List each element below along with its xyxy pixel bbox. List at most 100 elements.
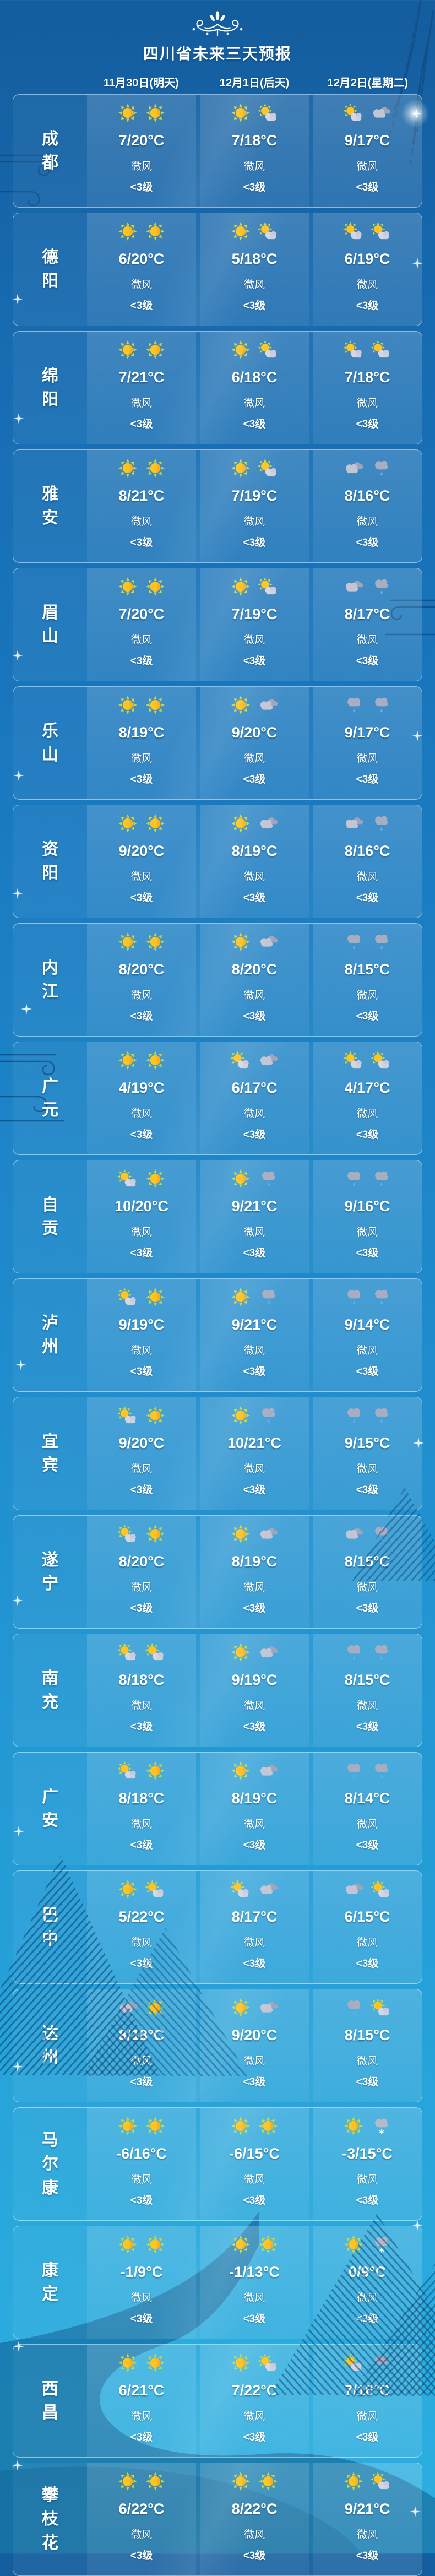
temperature-range: -6/16°C — [116, 2145, 167, 2162]
date-label: 11月30日(明天) — [103, 77, 179, 89]
city-forecast-cells: 5/22°C 微风 <3级 8/17°C 微风 <3级 6/15°C 微风 <3… — [87, 1871, 422, 1983]
sun-icon — [145, 1406, 166, 1425]
city-forecast-cells: 6/22°C 微风 <3级 8/22°C 微风 <3级 9/21°C 微风 <3… — [87, 2463, 422, 2575]
weather-icon-pair — [343, 457, 392, 479]
wind-level: <3级 — [356, 1958, 379, 1970]
forecast-cell: -6/15°C 微风 <3级 — [200, 2108, 309, 2220]
forecast-cell: 8/18°C 微风 <3级 — [87, 1753, 196, 1865]
weather-icon-pair — [343, 339, 392, 361]
city-name: 乐山 — [42, 722, 58, 764]
sun-icon — [230, 104, 251, 122]
overcast-clouds-icon — [343, 814, 364, 833]
weather-icon-pair — [117, 220, 166, 242]
forecast-cell: 6/15°C 微风 <3级 — [313, 1871, 422, 1983]
wind-label: 微风 — [130, 2529, 152, 2541]
temperature-range: 10/20°C — [115, 1198, 168, 1214]
temperature-range: 9/21°C — [344, 2501, 390, 2517]
sun-icon — [145, 932, 166, 951]
wind-label: 微风 — [356, 161, 378, 172]
wind-level: <3级 — [356, 2432, 379, 2443]
wind-label: 微风 — [243, 2056, 265, 2067]
wind-label: 微风 — [243, 1345, 265, 1357]
sun-icon — [230, 222, 251, 241]
sun-behind-cloud-icon — [258, 340, 279, 359]
sun-icon — [258, 2472, 279, 2491]
temperature-range: 8/19°C — [231, 1790, 278, 1807]
forecast-cell: 8/21°C 微风 <3级 — [87, 450, 196, 562]
forecast-cell: 9/20°C 微风 <3级 — [200, 687, 309, 799]
sun-icon — [117, 2472, 138, 2491]
city-name: 南充 — [42, 1669, 58, 1712]
sun-icon — [145, 1761, 166, 1780]
weather-icon-pair — [117, 1523, 166, 1545]
sun-icon — [117, 2353, 138, 2372]
wind-level: <3级 — [356, 1129, 379, 1141]
city-forecast-cells: 8/19°C 微风 <3级 9/20°C 微风 <3级 9/17°C 微风 <3… — [87, 687, 422, 799]
rain-cloud-icon — [371, 932, 392, 951]
forecast-cell: 8/17°C 微风 <3级 — [200, 1871, 309, 1983]
wind-level: <3级 — [243, 1840, 266, 1851]
wind-level: <3级 — [130, 1366, 153, 1378]
sun-icon — [117, 1880, 138, 1899]
sun-icon — [230, 2117, 251, 2135]
wind-level: <3级 — [243, 1484, 266, 1496]
forecast-cell: -6/16°C 微风 <3级 — [87, 2108, 196, 2220]
wind-level: <3级 — [243, 1958, 266, 1970]
sun-behind-cloud-icon — [145, 1643, 166, 1662]
weather-icon-pair — [343, 931, 392, 953]
wind-label: 微风 — [130, 1108, 152, 1120]
forecast-cell: 8/20°C 微风 <3级 — [200, 924, 309, 1036]
wind-label: 微风 — [130, 1227, 152, 1238]
weather-icon-pair — [230, 2352, 279, 2374]
forecast-cell: 9/17°C 微风 <3级 — [313, 687, 422, 799]
forecast-cell: 8/18°C 微风 <3级 — [87, 1634, 196, 1747]
weather-icon-pair — [343, 1168, 392, 1190]
wind-level: <3级 — [130, 182, 153, 193]
weather-icon-pair — [343, 1404, 392, 1427]
forecast-cell: -1/9°C 微风 <3级 — [87, 2226, 196, 2339]
weather-icon-pair — [343, 102, 392, 124]
temperature-range: 8/18°C — [118, 2027, 165, 2043]
weather-icon-pair — [343, 812, 392, 834]
city-name: 马尔康 — [42, 2130, 58, 2197]
wind-label: 微风 — [356, 1227, 378, 1238]
temperature-range: 6/15°C — [344, 1908, 390, 1925]
wind-label: 微风 — [243, 1108, 265, 1120]
forecast-cell: 9/19°C 微风 <3级 — [200, 1634, 309, 1747]
sun-icon — [145, 1169, 166, 1188]
wind-label: 微风 — [243, 1700, 265, 1712]
city-row: 乐山 8/19°C 微风 <3级 9/20°C 微风 <3级 9/17°C 微风… — [13, 686, 422, 800]
sun-icon — [230, 814, 251, 833]
forecast-cell: 9/19°C 微风 <3级 — [87, 1279, 196, 1391]
forecast-cell: 8/15°C 微风 <3级 — [313, 924, 422, 1036]
forecast-cell: 8/22°C 微风 <3级 — [200, 2463, 309, 2575]
weather-icon-pair — [343, 1049, 392, 1071]
wind-level: <3级 — [130, 2195, 153, 2206]
wind-label: 微风 — [243, 990, 265, 1001]
weather-icon-pair — [230, 1878, 279, 1900]
sun-behind-cloud-icon — [371, 1051, 392, 1070]
weather-icon-pair — [117, 102, 166, 124]
temperature-range: 9/21°C — [231, 1316, 278, 1333]
sun-behind-cloud-icon — [258, 222, 279, 241]
wind-label: 微风 — [356, 753, 378, 764]
rain-cloud-icon — [343, 1169, 364, 1188]
sun-icon — [145, 2235, 166, 2254]
temperature-range: 8/22°C — [231, 2501, 278, 2517]
weather-icon-pair — [117, 2470, 166, 2492]
wind-level: <3级 — [243, 2195, 266, 2206]
rain-cloud-icon — [371, 2353, 392, 2372]
overcast-clouds-icon — [258, 1051, 279, 1070]
wind-label: 微风 — [243, 871, 265, 883]
temperature-range: 8/17°C — [231, 1908, 278, 1925]
sun-icon — [230, 340, 251, 359]
sun-behind-cloud-icon — [117, 1406, 138, 1425]
weather-icon-pair — [117, 2352, 166, 2374]
sun-icon — [145, 1525, 166, 1543]
forecast-cell: 7/21°C 微风 <3级 — [87, 332, 196, 444]
weather-icon-pair — [117, 457, 166, 479]
city-row: 康定 -1/9°C 微风 <3级 -1/13°C 微风 <3级 0/9°C 微风… — [13, 2226, 422, 2339]
wind-level: <3级 — [243, 1366, 266, 1378]
sun-icon — [117, 696, 138, 714]
wind-label: 微风 — [356, 279, 378, 291]
